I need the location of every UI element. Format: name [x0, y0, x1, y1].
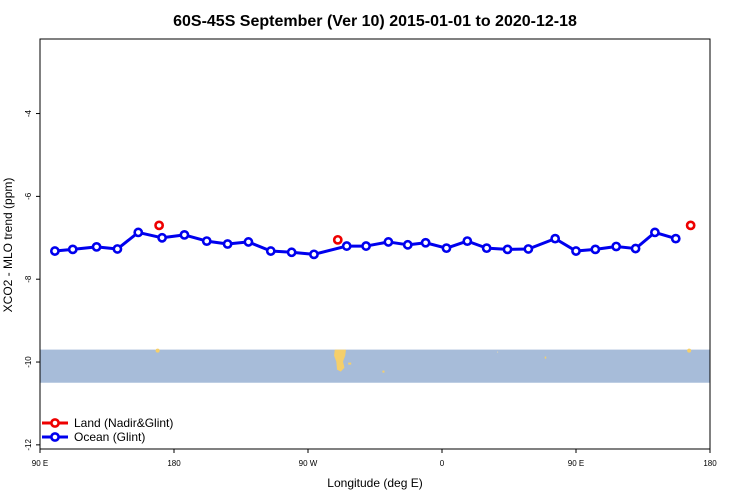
data-point — [590, 244, 601, 255]
data-point — [670, 233, 681, 244]
y-tick-label: -10 — [24, 356, 33, 368]
data-point — [265, 246, 276, 256]
x-tick-label: 180 — [167, 459, 181, 468]
land-patagonia — [334, 349, 346, 372]
legend-marker — [50, 432, 60, 442]
data-point — [550, 233, 561, 244]
data-point — [441, 243, 452, 254]
legend-label: Land (Nadir&Glint) — [74, 416, 173, 430]
data-point — [685, 220, 696, 231]
data-point — [502, 244, 513, 255]
series-layer — [49, 220, 696, 260]
x-tick-label: 90 E — [32, 459, 48, 468]
series-2 — [49, 227, 681, 260]
y-tick-label: -8 — [24, 275, 33, 283]
data-point — [133, 227, 144, 238]
land-falklands — [348, 362, 352, 365]
y-tick-label: -6 — [24, 192, 33, 200]
data-point — [523, 244, 534, 254]
data-point — [309, 249, 319, 260]
data-point — [630, 243, 641, 254]
plot-frame — [39, 38, 711, 450]
series-1 — [154, 220, 696, 245]
data-point — [154, 220, 165, 231]
map-band — [40, 348, 710, 383]
data-point — [286, 247, 297, 258]
data-point — [67, 244, 78, 255]
ocean-band — [40, 349, 710, 383]
land-island — [497, 351, 499, 353]
legend: Land (Nadir&Glint)Ocean (Glint) — [42, 416, 173, 444]
x-tick-label: 90 E — [568, 459, 584, 468]
data-point — [222, 239, 233, 249]
data-point — [462, 236, 473, 247]
x-tick-label: 90 W — [299, 459, 318, 468]
chart-title: 60S-45S September (Ver 10) 2015-01-01 to… — [173, 13, 577, 30]
x-tick-label: 0 — [440, 459, 445, 468]
y-axis-label: XCO2 - MLO trend (ppm) — [1, 178, 15, 313]
y-tick-label: -4 — [24, 109, 33, 117]
y-tick-label: -12 — [24, 439, 33, 451]
data-point — [157, 232, 167, 243]
data-point — [571, 246, 581, 256]
land-new-zealand — [155, 348, 160, 353]
data-point — [341, 241, 352, 251]
data-point — [402, 239, 413, 250]
data-point — [420, 237, 431, 248]
x-axis-label: Longitude (deg E) — [327, 476, 422, 490]
x-tick-label: 180 — [703, 459, 717, 468]
data-point — [201, 236, 212, 247]
data-point — [361, 241, 371, 251]
land-island — [382, 370, 385, 373]
land-new-zealand — [687, 348, 692, 353]
land-island — [544, 356, 547, 359]
data-point — [243, 237, 254, 247]
data-point — [49, 246, 60, 256]
legend-label: Ocean (Glint) — [74, 430, 145, 444]
legend-marker — [50, 418, 60, 428]
x-axis: 90 E 180 90 W 0 90 E 180 — [32, 449, 717, 468]
data-point — [179, 229, 190, 240]
y-axis: -12 -10 -8 -6 -4 — [24, 109, 40, 451]
data-point — [611, 241, 622, 252]
data-point — [91, 241, 102, 252]
data-point — [481, 243, 492, 254]
data-point — [112, 244, 123, 254]
data-point — [332, 234, 343, 245]
data-point — [383, 237, 394, 247]
data-point — [650, 227, 660, 238]
